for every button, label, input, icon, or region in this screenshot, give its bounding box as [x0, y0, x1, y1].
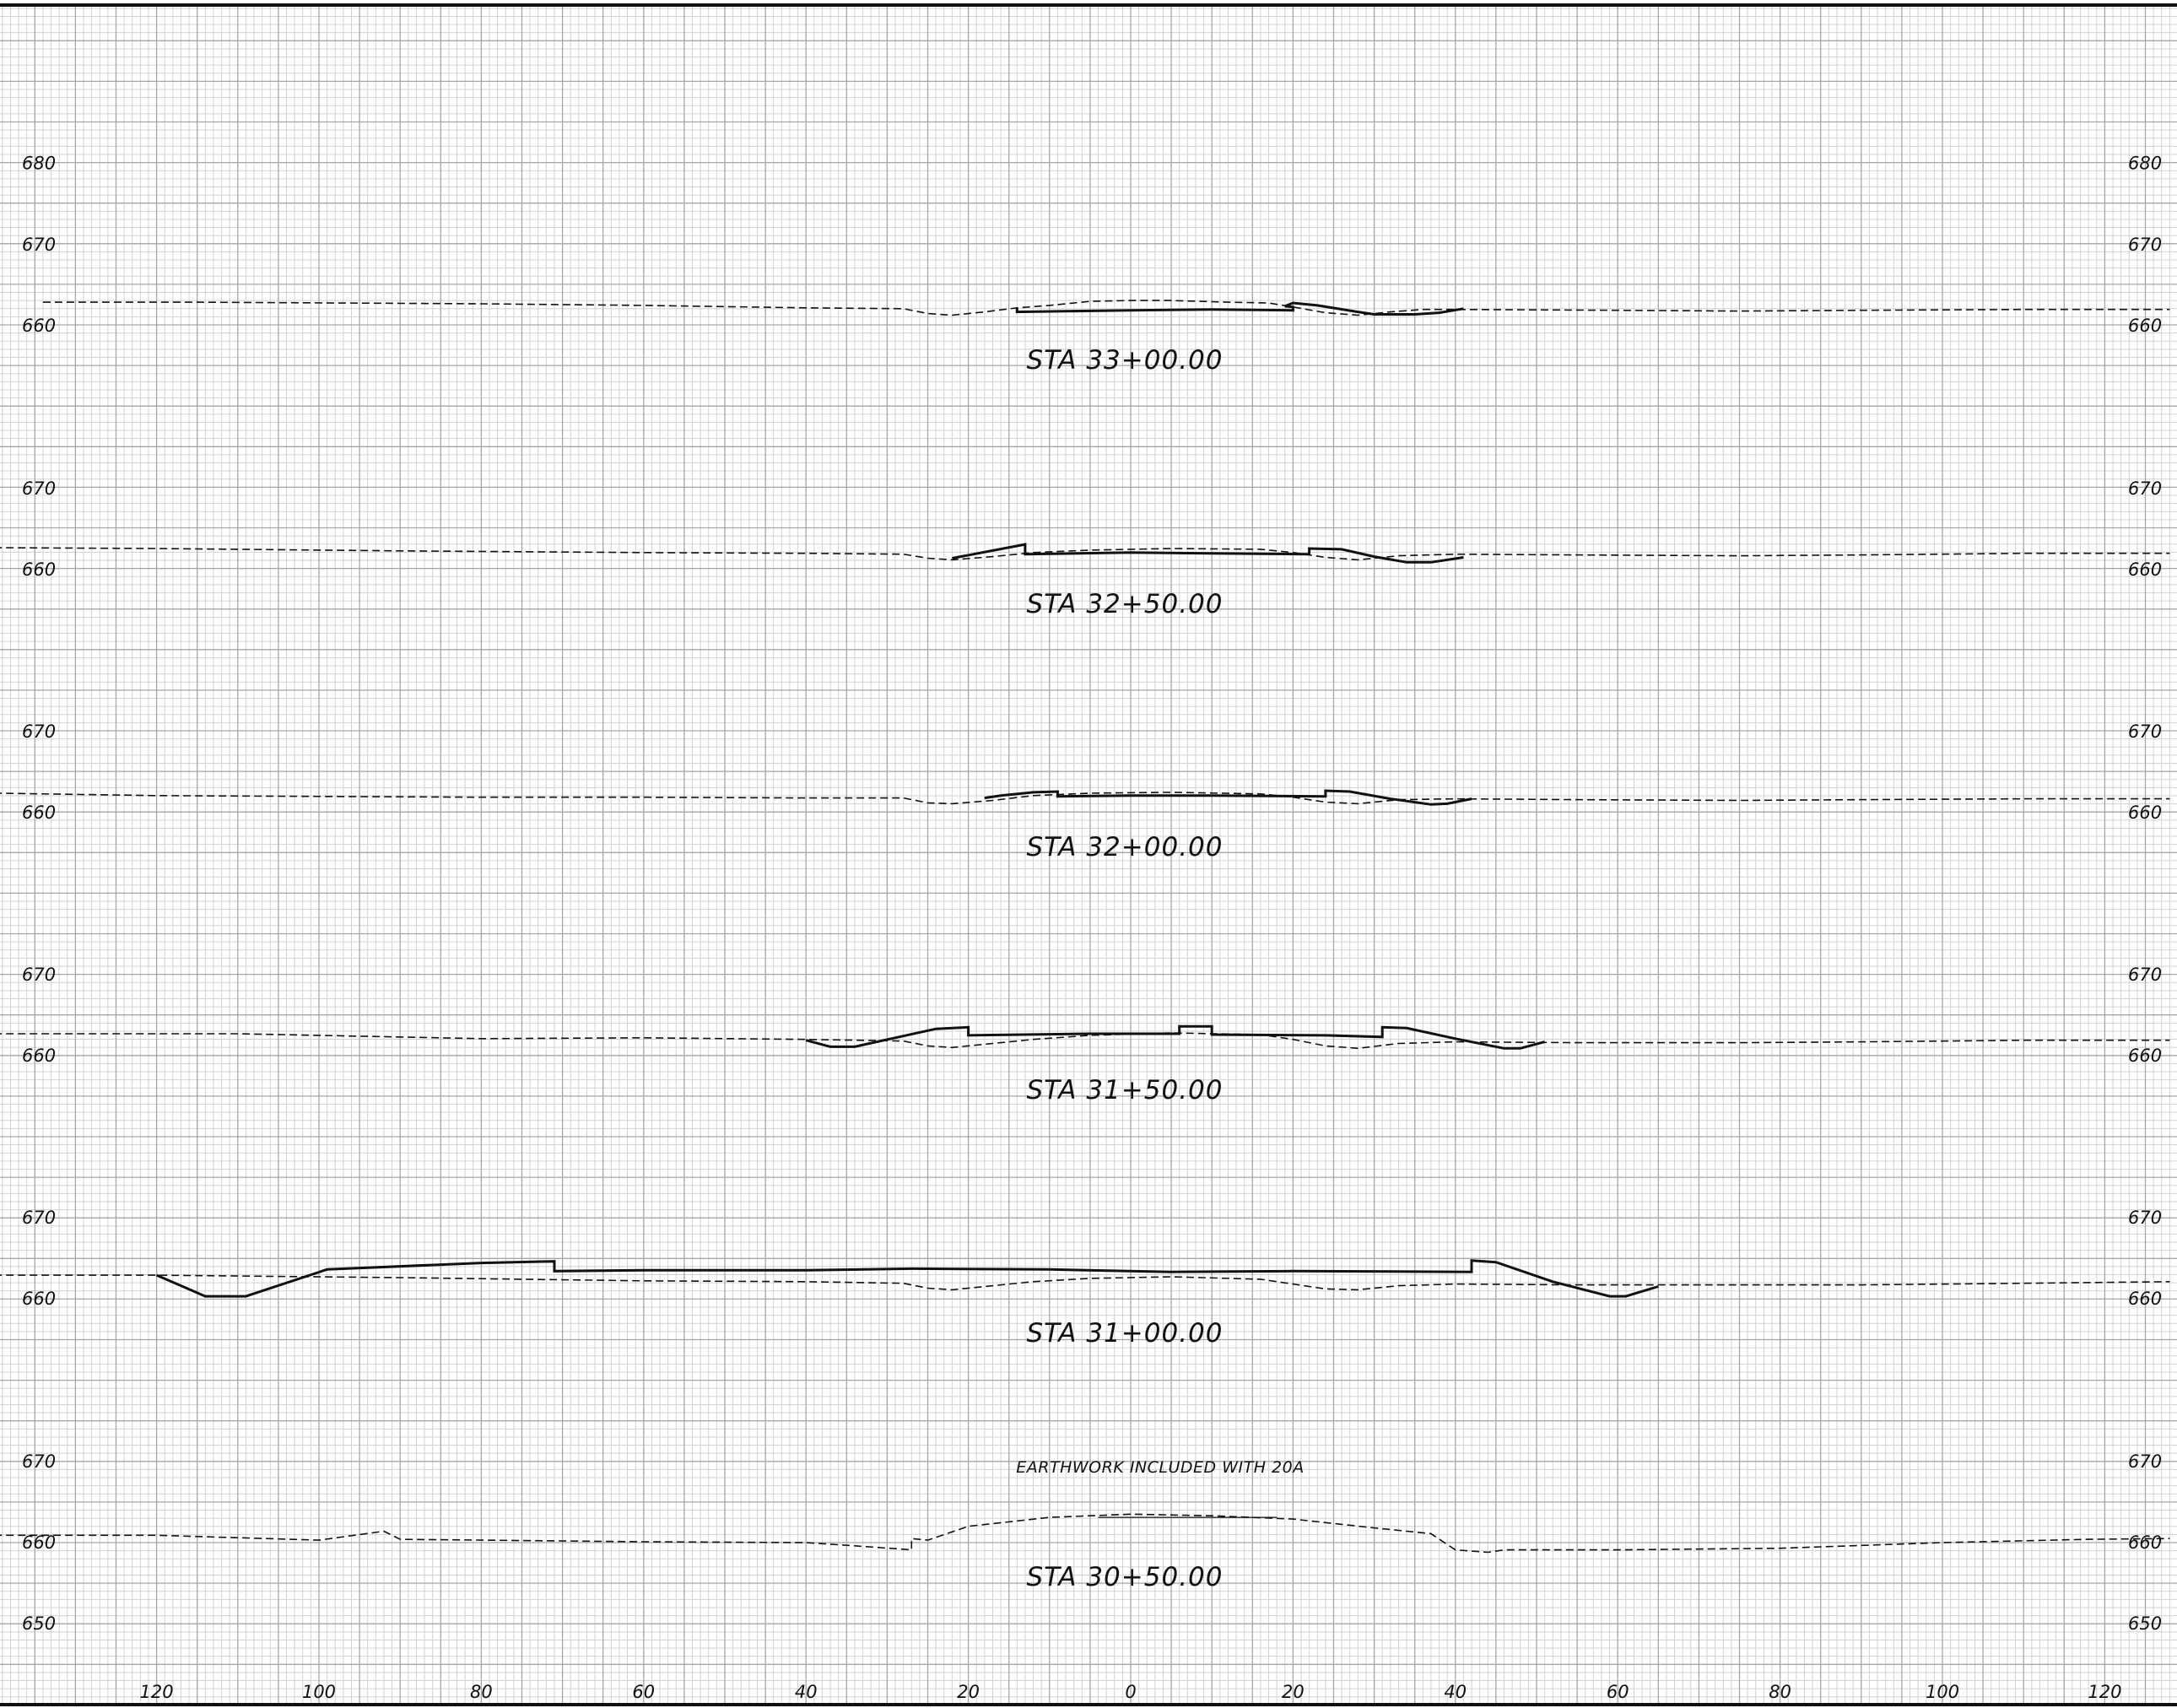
elevation-label-right: 660	[2128, 1289, 2162, 1309]
elevation-label-left: 660	[22, 316, 56, 336]
station-label: STA 31+00.00	[1027, 1318, 1224, 1349]
elevation-label-left: 670	[22, 235, 56, 255]
offset-tick-label: 80	[1769, 1682, 1791, 1702]
existing-ground-line	[0, 547, 2170, 561]
offset-tick-label: 40	[795, 1682, 818, 1702]
offset-tick-label: 100	[1926, 1682, 1959, 1702]
offset-tick-label: 80	[470, 1682, 493, 1702]
offset-tick-label: 120	[140, 1682, 174, 1702]
offset-tick-label: 0	[1125, 1682, 1136, 1702]
elevation-label-left: 660	[22, 1046, 56, 1066]
offset-tick-label: 60	[1607, 1682, 1629, 1702]
station-label: STA 30+50.00	[1027, 1562, 1224, 1592]
elevation-label-right: 650	[2128, 1613, 2162, 1634]
grid-major	[0, 5, 2177, 1705]
elevation-label-right: 670	[2128, 965, 2162, 985]
elevation-label-left: 670	[22, 1208, 56, 1228]
elevation-label-left: 660	[22, 559, 56, 580]
proposed-grade-line	[1015, 301, 1464, 316]
elevation-label-left: 660	[22, 803, 56, 823]
elevation-label-left: 650	[22, 1613, 56, 1634]
station-label: STA 33+00.00	[1027, 345, 1224, 376]
elevation-label-right: 670	[2128, 722, 2162, 742]
elevation-label-left: 670	[22, 478, 56, 499]
elevation-label-right: 660	[2128, 1532, 2162, 1553]
offset-tick-label: 40	[1444, 1682, 1467, 1702]
elevation-label-left: 680	[22, 154, 56, 174]
elevation-label-left: 670	[22, 965, 56, 985]
station-label: STA 32+00.00	[1027, 832, 1224, 862]
station-label: STA 32+50.00	[1027, 589, 1224, 619]
offset-tick-label: 20	[1282, 1682, 1305, 1702]
elevation-label-right: 660	[2128, 559, 2162, 580]
existing-ground-line	[0, 792, 2170, 805]
offset-tick-label: 100	[302, 1682, 336, 1702]
grid-minor	[0, 5, 2177, 1705]
elevation-label-right: 660	[2128, 803, 2162, 823]
offset-tick-label: 120	[2088, 1682, 2121, 1702]
elevation-label-right: 670	[2128, 1208, 2162, 1228]
elevation-label-right: 680	[2128, 154, 2162, 174]
existing-ground-line	[0, 1274, 2170, 1291]
earthwork-note: EARTHWORK INCLUDED WITH 20A	[1016, 1458, 1304, 1477]
elevation-label-right: 660	[2128, 1046, 2162, 1066]
elevation-label-right: 670	[2128, 478, 2162, 499]
section-sta-32-50: 670 670 660 660 STA 32+50.00	[0, 478, 2170, 619]
section-sta-31-50: 670 670 660 660 STA 31+50.00	[0, 965, 2170, 1105]
elevation-label-left: 670	[22, 722, 56, 742]
section-sta-31-00: 670 670 660 660 STA 31+00.00	[0, 1208, 2170, 1349]
existing-ground-line	[42, 300, 2170, 316]
section-sta-30-50: 670 670 660 660 650 650 EARTHWORK INCLUDED WIT…	[0, 1451, 2170, 1634]
proposed-grade-line	[952, 543, 1464, 564]
offset-tick-label: 60	[632, 1682, 655, 1702]
grid-major-lines	[0, 5, 2177, 1705]
offset-axis: 120 100 80 60 40 20 0 20 40 60 80 100 120	[140, 1682, 2122, 1702]
elevation-label-left: 660	[22, 1289, 56, 1309]
elevation-label-left: 660	[22, 1532, 56, 1553]
station-label: STA 31+50.00	[1027, 1075, 1224, 1105]
proposed-grade-line	[805, 1024, 1545, 1050]
elevation-label-left: 670	[22, 1451, 56, 1472]
offset-tick-label: 20	[957, 1682, 980, 1702]
grid-minor-lines	[0, 5, 2177, 1705]
existing-ground-line	[0, 1513, 2170, 1554]
elevation-label-right: 660	[2128, 316, 2162, 336]
section-sta-32-00: 670 670 660 660 STA 32+00.00	[0, 722, 2170, 862]
section-sta-33-00: 680 680 670 670 660 660 STA 33+00.00	[22, 154, 2170, 376]
proposed-grade-line	[156, 1259, 1659, 1298]
proposed-grade-line	[984, 789, 1472, 806]
elevation-label-right: 670	[2128, 235, 2162, 255]
existing-ground-line	[0, 1032, 2170, 1050]
elevation-label-right: 670	[2128, 1451, 2162, 1472]
